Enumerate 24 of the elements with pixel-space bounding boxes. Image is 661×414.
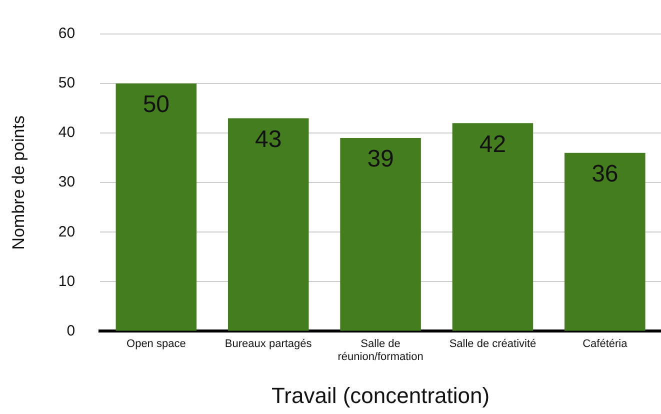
y-tick-label: 30 bbox=[58, 174, 76, 191]
bar bbox=[228, 118, 309, 331]
bar bbox=[116, 84, 197, 331]
y-tick-label: 60 bbox=[58, 25, 76, 42]
y-tick-label: 20 bbox=[58, 223, 76, 240]
y-tick-label: 0 bbox=[66, 322, 76, 340]
y-tick-label: 50 bbox=[58, 74, 76, 92]
data-label: 36 bbox=[592, 160, 618, 188]
y-tick-label: 10 bbox=[58, 272, 76, 290]
data-label: 50 bbox=[142, 91, 170, 118]
x-axis-title: Travail (concentration) bbox=[272, 382, 490, 408]
x-tick-label: Salle de réunion/formation bbox=[338, 338, 424, 364]
data-label: 42 bbox=[479, 130, 506, 158]
bar bbox=[340, 138, 421, 331]
data-label: 39 bbox=[367, 146, 394, 173]
x-tick-label: Bureaux partagés bbox=[224, 338, 312, 350]
x-tick-label: Cafétéria bbox=[582, 338, 628, 350]
data-label: 43 bbox=[255, 126, 282, 153]
bar bbox=[452, 123, 534, 331]
bar bbox=[564, 152, 646, 331]
y-axis-title: Nombre de points bbox=[8, 116, 28, 250]
y-tick-label: 40 bbox=[58, 124, 76, 142]
x-tick-label: Open space bbox=[126, 338, 186, 350]
x-tick-label: Salle de créativité bbox=[449, 338, 536, 350]
